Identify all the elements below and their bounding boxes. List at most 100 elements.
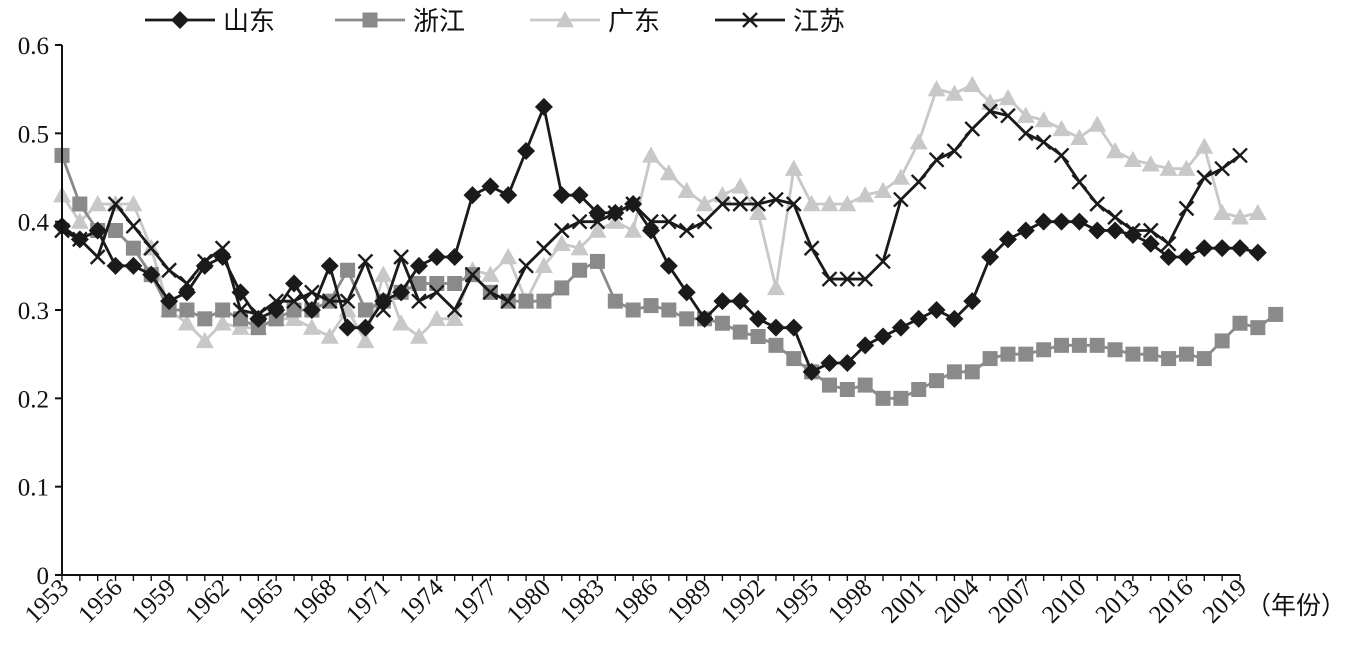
x-tick-label: 1971 bbox=[341, 574, 395, 628]
data-point bbox=[70, 212, 89, 229]
data-point bbox=[1159, 159, 1178, 176]
data-point bbox=[1054, 337, 1070, 353]
legend-label: 山东 bbox=[223, 7, 275, 37]
x-tick-label: 1974 bbox=[395, 574, 450, 629]
data-point-stroke bbox=[446, 302, 463, 318]
data-point bbox=[1036, 342, 1052, 358]
data-point bbox=[1231, 239, 1249, 258]
data-point bbox=[588, 203, 607, 222]
x-tick-label: 1959 bbox=[127, 574, 181, 628]
data-point bbox=[856, 336, 875, 355]
data-point bbox=[742, 12, 758, 28]
data-point bbox=[1052, 212, 1071, 231]
data-point bbox=[1125, 346, 1141, 362]
data-point bbox=[1213, 203, 1232, 221]
data-point-stroke bbox=[143, 240, 160, 257]
data-point bbox=[374, 292, 393, 311]
y-tick-label: 0.2 bbox=[18, 386, 49, 413]
data-point bbox=[1214, 160, 1231, 177]
data-point-stroke bbox=[428, 284, 445, 301]
data-point bbox=[893, 191, 909, 208]
x-tick-label: 2016 bbox=[1144, 574, 1198, 628]
data-point bbox=[411, 293, 427, 310]
data-point bbox=[447, 276, 463, 291]
y-tick-label: 0.6 bbox=[18, 33, 49, 60]
data-point bbox=[695, 309, 714, 328]
data-point bbox=[1142, 222, 1159, 239]
data-point bbox=[286, 293, 302, 310]
data-point-stroke bbox=[357, 253, 374, 270]
data-point bbox=[1016, 106, 1035, 123]
data-point bbox=[88, 221, 107, 240]
data-point bbox=[1195, 239, 1214, 258]
data-point bbox=[946, 143, 963, 159]
data-point bbox=[945, 309, 964, 328]
data-point bbox=[340, 262, 356, 278]
series-1 bbox=[54, 147, 1284, 406]
data-point bbox=[536, 240, 552, 257]
x-tick-label: 1965 bbox=[234, 574, 288, 628]
data-point bbox=[768, 191, 784, 208]
data-point bbox=[108, 223, 124, 238]
data-point bbox=[195, 331, 214, 349]
data-point-stroke bbox=[821, 271, 838, 287]
data-point bbox=[446, 302, 463, 318]
data-point-stroke bbox=[107, 196, 124, 212]
data-point-stroke bbox=[982, 103, 998, 120]
x-tick-label: 1962 bbox=[180, 574, 234, 628]
data-point bbox=[945, 84, 964, 101]
data-point bbox=[356, 331, 375, 349]
data-point bbox=[554, 280, 570, 296]
data-point bbox=[802, 362, 821, 381]
data-point bbox=[1178, 346, 1194, 362]
data-point bbox=[1196, 169, 1213, 186]
y-tick-label: 0.4 bbox=[18, 210, 50, 237]
data-point bbox=[659, 256, 678, 275]
data-point bbox=[302, 301, 321, 319]
data-point bbox=[1071, 174, 1088, 190]
data-point bbox=[338, 318, 357, 337]
data-point bbox=[357, 253, 374, 270]
legend: 山东 浙江 广东 江苏 bbox=[145, 7, 845, 37]
data-point bbox=[481, 177, 500, 196]
data-point bbox=[249, 309, 268, 328]
data-point-stroke bbox=[286, 293, 302, 310]
series-0 bbox=[53, 97, 1267, 381]
data-point bbox=[1213, 239, 1232, 258]
data-point bbox=[856, 186, 875, 203]
data-point bbox=[998, 89, 1017, 106]
data-point-stroke bbox=[678, 222, 695, 239]
data-point bbox=[70, 230, 89, 249]
data-point bbox=[1017, 125, 1034, 142]
data-point bbox=[106, 256, 125, 275]
data-point bbox=[1034, 111, 1053, 128]
data-point-stroke bbox=[839, 271, 856, 287]
data-point bbox=[803, 240, 820, 257]
data-point-stroke bbox=[1107, 209, 1123, 226]
data-point bbox=[821, 377, 837, 393]
data-point bbox=[500, 293, 517, 310]
data-point bbox=[713, 186, 732, 203]
data-point bbox=[285, 309, 304, 327]
data-point-stroke bbox=[768, 191, 784, 208]
data-point-stroke bbox=[696, 213, 713, 230]
data-point-stroke bbox=[393, 249, 409, 265]
data-point bbox=[589, 253, 605, 269]
data-point bbox=[695, 195, 714, 212]
data-point bbox=[411, 276, 427, 291]
data-point bbox=[1088, 115, 1107, 132]
x-tick-label: 1983 bbox=[555, 574, 609, 628]
data-point bbox=[571, 213, 588, 230]
legend-item: 浙江 bbox=[335, 7, 465, 37]
data-point bbox=[731, 292, 750, 311]
data-point bbox=[445, 309, 464, 327]
data-point bbox=[606, 203, 625, 222]
data-point bbox=[1141, 155, 1160, 172]
data-point bbox=[107, 196, 124, 212]
data-point bbox=[321, 293, 338, 310]
data-point bbox=[1160, 235, 1177, 252]
data-point bbox=[124, 256, 143, 275]
data-point bbox=[750, 329, 766, 344]
data-point bbox=[893, 390, 909, 406]
x-tick-label: 1977 bbox=[448, 574, 502, 628]
